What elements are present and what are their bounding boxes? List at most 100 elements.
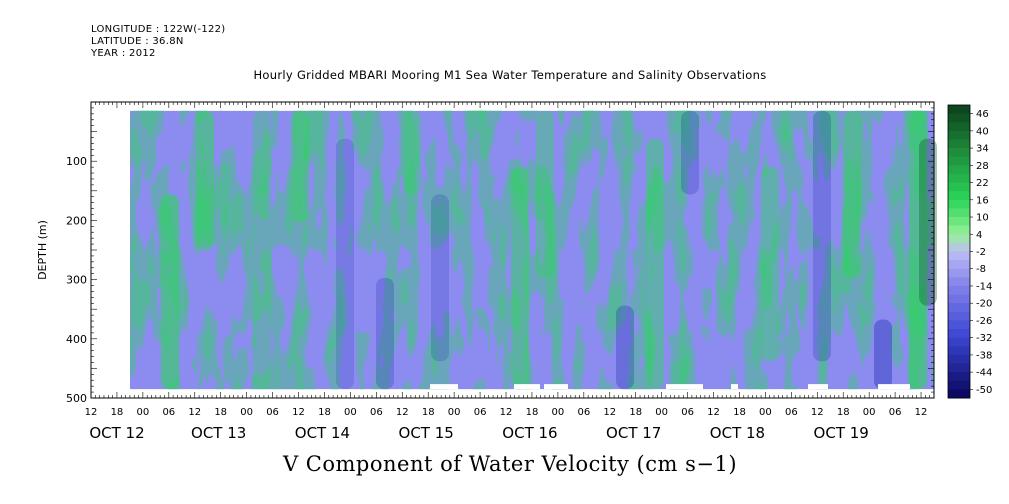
x-day-label: OCT 13 <box>191 424 246 442</box>
colorbar-segment <box>948 165 970 175</box>
x-hour-tick-label: 18 <box>733 407 746 418</box>
colorbar-segment <box>948 173 970 184</box>
missing-data-gap <box>808 384 828 390</box>
x-hour-tick-label: 18 <box>111 407 124 418</box>
year-label: YEAR : 2012 <box>91 48 156 59</box>
colorbar-segment <box>948 380 970 390</box>
y-axis-title: DEPTH (m) <box>36 220 49 280</box>
colorbar-segment <box>948 130 970 140</box>
x-day-label: OCT 14 <box>295 424 350 442</box>
heatmap-band <box>919 138 937 306</box>
x-hour-tick-label: 12 <box>85 407 98 418</box>
colorbar-segment <box>948 182 970 192</box>
colorbar-segment <box>948 277 970 287</box>
colorbar-segment <box>948 389 970 399</box>
colorbar-segment <box>948 303 970 313</box>
heatmap-band <box>376 277 394 390</box>
x-hour-tick-label: 18 <box>526 407 539 418</box>
x-hour-tick-label: 00 <box>552 407 565 418</box>
colorbar-segment <box>948 268 970 278</box>
colorbar-segment <box>948 285 970 296</box>
colorbar-label: -50 <box>976 385 992 396</box>
chart-title: Hourly Gridded MBARI Mooring M1 Sea Wate… <box>253 68 767 82</box>
x-hour-tick-label: 06 <box>266 407 279 418</box>
heatmap-band <box>761 166 779 362</box>
heatmap-field <box>130 110 937 390</box>
colorbar-segment <box>948 311 970 321</box>
colorbar-segment <box>948 260 970 270</box>
colorbar-label: -38 <box>976 350 992 361</box>
colorbar-label: -44 <box>976 368 992 379</box>
colorbar-label: 46 <box>976 109 989 120</box>
heatmap-band <box>336 138 354 390</box>
x-day-label: OCT 12 <box>89 424 144 442</box>
heatmap-band <box>403 110 421 195</box>
colorbar-segment <box>948 199 970 209</box>
colorbar-segment <box>948 234 970 244</box>
x-hour-tick-label: 06 <box>162 407 175 418</box>
x-hour-tick-label: 12 <box>915 407 928 418</box>
colorbar-label: 10 <box>976 213 989 224</box>
heatmap-band <box>874 319 892 390</box>
colorbar-segment <box>948 191 970 201</box>
colorbar-label: 34 <box>976 144 989 155</box>
heatmap-band <box>616 305 634 390</box>
heatmap-positive-texture <box>130 110 934 390</box>
x-hour-tick-label: 00 <box>759 407 772 418</box>
colorbar-label: 40 <box>976 126 989 137</box>
colorbar-segment <box>948 337 970 347</box>
x-hour-tick-label: 18 <box>318 407 331 418</box>
x-axis-title: V Component of Water Velocity (cm s−1) <box>282 452 738 476</box>
y-tick-label: 200 <box>66 214 87 227</box>
colorbar-segment <box>948 242 970 252</box>
heatmap-band <box>813 110 831 362</box>
colorbar-label: 28 <box>976 161 989 172</box>
colorbar: 46 40 34 28 22 16 10 4 -2 -8 -14 -20 -26 -32 -38 -44 -50 <box>947 104 992 399</box>
x-hour-tick-label: 12 <box>396 407 409 418</box>
x-hour-tick-label: 00 <box>655 407 668 418</box>
missing-data-gap <box>514 384 540 390</box>
longitude-label: LONGITUDE : 122W(-122) <box>91 24 226 35</box>
colorbar-segment <box>948 122 970 132</box>
colorbar-segment <box>948 156 970 166</box>
heatmap-band <box>646 138 664 390</box>
missing-data-gap <box>544 384 568 390</box>
colorbar-segment <box>948 208 970 218</box>
x-hour-tick-label: 12 <box>292 407 305 418</box>
colorbar-segment <box>948 363 970 373</box>
x-hour-tick-label: 18 <box>629 407 642 418</box>
colorbar-segment <box>948 139 970 149</box>
x-day-label: OCT 17 <box>606 424 661 442</box>
x-day-label: OCT 18 <box>710 424 765 442</box>
colorbar-label: -14 <box>976 281 992 292</box>
x-hour-tick-label: 06 <box>370 407 383 418</box>
x-hour-tick-label: 06 <box>577 407 590 418</box>
x-hour-tick-label: 12 <box>603 407 616 418</box>
x-hour-tick-label: 12 <box>500 407 513 418</box>
x-hour-tick-label: 00 <box>240 407 253 418</box>
colorbar-segment <box>948 148 970 158</box>
missing-data-gap <box>731 384 738 390</box>
heatmap-band <box>196 110 214 250</box>
colorbar-label: -2 <box>976 247 986 258</box>
colorbar-segment <box>948 354 970 365</box>
heatmap-band <box>291 110 309 223</box>
missing-data-gap <box>430 384 458 390</box>
axes: 12 18 00 06 12 18 00 06 12 18 00 06 12 18 00 06 12 18 00 06… <box>36 101 935 442</box>
x-hour-tick-label: 00 <box>448 407 461 418</box>
y-tick-label: 100 <box>66 155 87 168</box>
x-hour-tick-label: 12 <box>188 407 201 418</box>
colorbar-label: -32 <box>976 333 992 344</box>
colorbar-label: -26 <box>976 316 992 327</box>
colorbar-segment <box>948 372 970 382</box>
colorbar-label: -8 <box>976 264 986 275</box>
colorbar-label: 4 <box>976 230 982 241</box>
x-day-label: OCT 16 <box>502 424 557 442</box>
colorbar-label: 22 <box>976 178 989 189</box>
x-day-label: OCT 19 <box>814 424 869 442</box>
missing-data-gap <box>666 384 703 390</box>
heatmap-band <box>909 110 927 390</box>
colorbar-label: -20 <box>976 299 992 310</box>
heatmap-band <box>431 194 449 362</box>
